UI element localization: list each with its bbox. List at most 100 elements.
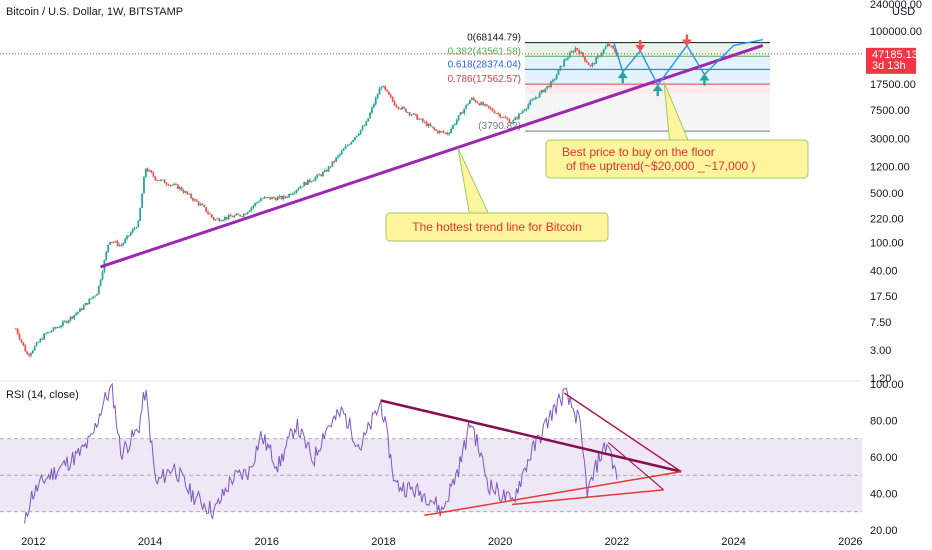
candle-body	[610, 45, 613, 47]
candle-body	[548, 85, 550, 88]
main-pane[interactable]: 0(68144.79) 0.382(43561.58) 0.618(28374.04…	[0, 0, 862, 380]
candle-body	[182, 190, 185, 193]
rsi-ascending-line-2	[511, 489, 664, 506]
candle-body	[286, 197, 289, 198]
candle-body	[120, 244, 123, 246]
uptrend-line[interactable]	[99, 44, 764, 269]
candle-body	[470, 97, 473, 101]
time-tick-label: 2020	[488, 536, 512, 548]
candle-body	[506, 118, 509, 120]
candle-body	[50, 330, 53, 332]
candle-body	[105, 251, 108, 261]
candle-body	[602, 49, 605, 54]
trendline-callout[interactable]: The hottest trend line for Bitcoin	[385, 147, 609, 242]
time-tick-label: 2024	[721, 536, 745, 548]
price-tick-label: 17500.00	[870, 79, 916, 91]
candle-body	[95, 294, 98, 296]
candle-body	[73, 314, 76, 319]
trendline-callout-text: The hottest trend line for Bitcoin	[412, 220, 581, 234]
candle-body	[214, 219, 217, 221]
rsi-triangle-edge	[607, 441, 664, 491]
candle-body	[489, 107, 492, 109]
buy-callout-line1: Best price to buy on the floor	[562, 145, 715, 159]
buy-arrow	[699, 73, 710, 81]
price-tick-label: 40.00	[870, 266, 898, 278]
candle-body	[606, 43, 609, 47]
candle-body	[310, 181, 313, 183]
candle-body	[156, 179, 159, 181]
fib-band	[525, 84, 770, 95]
candle-body	[352, 140, 355, 142]
candle-body	[239, 214, 241, 217]
candle-body	[141, 193, 143, 208]
candle-body	[406, 112, 409, 114]
price-tick-label: 3.00	[870, 345, 891, 357]
candle-body	[54, 327, 57, 329]
candle-body	[551, 79, 554, 82]
candle-body	[254, 203, 257, 206]
candle-body	[469, 100, 471, 104]
candle-body	[92, 296, 94, 299]
candle-body	[259, 198, 262, 202]
candle-body	[614, 48, 616, 53]
fib-level-label: 0(68144.79)	[467, 33, 521, 44]
price-candles	[14, 42, 618, 358]
candle-body	[580, 52, 583, 54]
time-tick-label: 2012	[21, 536, 45, 548]
fibonacci-retracement[interactable]: 0(68144.79) 0.382(43561.58) 0.618(28374.04…	[448, 33, 770, 133]
candle-body	[126, 235, 128, 239]
time-tick-label: 2026	[838, 536, 862, 548]
candle-body	[160, 179, 162, 181]
candle-body	[31, 350, 34, 354]
candle-body	[510, 123, 513, 125]
candle-body	[86, 302, 89, 305]
candle-body	[222, 219, 225, 221]
candle-body	[56, 327, 59, 329]
candle-body	[461, 112, 464, 114]
candle-body	[297, 188, 300, 190]
buy-callout[interactable]: Best price to buy on the floor of the up…	[545, 81, 809, 179]
candle-body	[143, 176, 145, 194]
candle-body	[448, 133, 451, 135]
candle-body	[280, 195, 283, 200]
price-tick-label: 17.50	[870, 291, 898, 303]
candle-body	[203, 205, 206, 208]
candle-body	[595, 57, 598, 64]
candle-body	[118, 244, 121, 246]
candle-body	[152, 172, 155, 177]
candle-body	[124, 238, 127, 243]
candle-body	[244, 213, 247, 215]
candle-body	[578, 49, 581, 54]
time-axis[interactable]: 2012 2014 2016 2018 2020 2022 2024 2026	[21, 536, 862, 548]
time-tick-label: 2022	[605, 536, 629, 548]
candle-body	[348, 144, 351, 146]
candle-body	[559, 65, 562, 70]
candle-body	[291, 193, 294, 195]
candle-body	[290, 193, 292, 195]
candle-body	[382, 86, 385, 88]
candle-body	[527, 104, 530, 109]
candle-body	[237, 213, 240, 215]
candle-body	[316, 174, 319, 178]
candle-body	[421, 118, 424, 122]
candle-body	[212, 217, 215, 220]
candle-body	[463, 108, 466, 114]
candle-body	[171, 184, 174, 186]
candle-body	[446, 132, 449, 135]
price-axis[interactable]: USD 240000.00100000.0040000.0017500.0075…	[866, 0, 922, 537]
candle-body	[224, 217, 226, 220]
candle-body	[508, 119, 511, 124]
candle-body	[135, 227, 138, 229]
candle-body	[20, 339, 23, 343]
rsi-pane[interactable]: RSI (14, close)	[0, 382, 862, 524]
candle-body	[67, 320, 70, 323]
candle-body	[493, 111, 496, 114]
candle-body	[363, 125, 366, 127]
rsi-triangle-lines	[380, 392, 682, 517]
candle-body	[435, 129, 437, 131]
fib-band	[525, 42, 770, 57]
candle-body	[516, 117, 518, 119]
rsi-label: RSI (14, close)	[6, 389, 79, 401]
candle-body	[514, 117, 517, 121]
